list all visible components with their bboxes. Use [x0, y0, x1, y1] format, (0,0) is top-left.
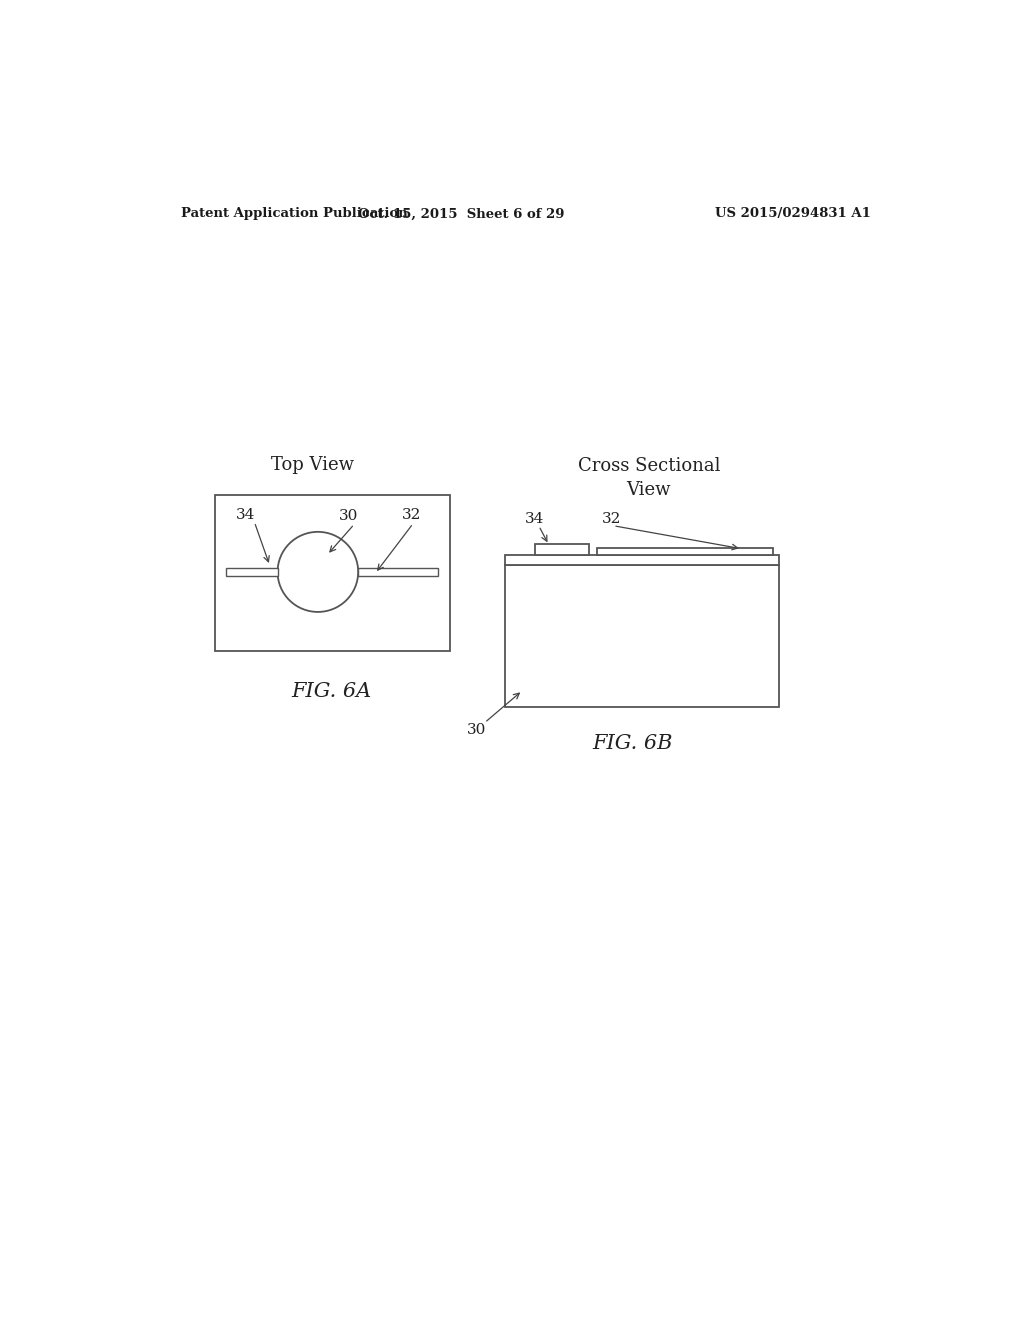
Text: 30: 30 [339, 510, 358, 524]
Text: 32: 32 [402, 508, 421, 521]
Text: FIG. 6A: FIG. 6A [291, 681, 371, 701]
Bar [226, 568, 278, 576]
Text: Patent Application Publication: Patent Application Publication [180, 207, 408, 220]
Bar [215, 495, 450, 651]
Text: Top View: Top View [271, 455, 354, 474]
Bar [506, 554, 779, 565]
Text: 32: 32 [602, 512, 622, 525]
Bar [535, 544, 589, 554]
Bar [506, 565, 779, 708]
Text: US 2015/0294831 A1: US 2015/0294831 A1 [715, 207, 870, 220]
Text: 34: 34 [525, 512, 545, 525]
Text: Oct. 15, 2015  Sheet 6 of 29: Oct. 15, 2015 Sheet 6 of 29 [358, 207, 564, 220]
Bar [597, 548, 773, 554]
Text: 34: 34 [237, 508, 255, 521]
Text: 30: 30 [467, 723, 486, 737]
Circle shape [278, 532, 358, 612]
Text: Cross Sectional
View: Cross Sectional View [578, 457, 720, 499]
Bar [358, 568, 438, 576]
Text: FIG. 6B: FIG. 6B [592, 734, 673, 754]
